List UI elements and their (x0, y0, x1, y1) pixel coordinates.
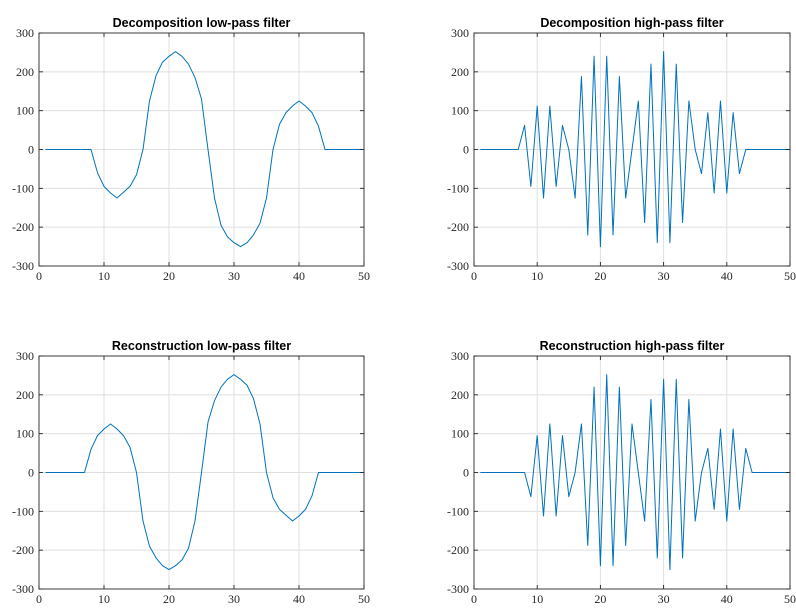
x-tick-label: 50 (358, 269, 370, 283)
y-tick-label: 100 (16, 104, 34, 118)
y-tick-label: 100 (16, 427, 34, 441)
x-tick-label: 0 (36, 269, 42, 283)
series-line (480, 51, 790, 248)
y-tick-label: 300 (16, 349, 34, 363)
y-tick-label: -100 (12, 504, 34, 518)
x-tick-label: 0 (36, 592, 42, 606)
y-tick-label: -300 (447, 582, 469, 596)
series-line (480, 374, 790, 571)
subplot-1: 0 10 20 30 40 50 300 200 100 0 -100 -200 -300 Decompo… (12, 16, 370, 283)
y-tick-label: -300 (447, 259, 469, 273)
subplot-title: Decomposition high-pass filter (540, 16, 723, 30)
y-tick-label: -300 (12, 259, 34, 273)
subplot-title: Decomposition low-pass filter (113, 16, 291, 30)
y-tick-label: 300 (451, 26, 469, 40)
y-tick-label: -300 (12, 582, 34, 596)
subplot-4: 0 10 20 30 40 50 300 200 100 0 -100 -200 -300 Reconst… (447, 339, 796, 606)
x-tick-label: 50 (784, 592, 796, 606)
y-tick-label: -200 (12, 543, 34, 557)
x-tick-label: 50 (358, 592, 370, 606)
y-tick-label: -100 (447, 504, 469, 518)
x-tick-label: 0 (471, 269, 477, 283)
y-tick-label: 200 (16, 388, 34, 402)
y-tick-label: 200 (16, 65, 34, 79)
subplot-title: Reconstruction low-pass filter (112, 339, 291, 353)
y-tick-label: 100 (451, 427, 469, 441)
x-tick-label: 20 (594, 269, 606, 283)
y-tick-label: -200 (447, 220, 469, 234)
x-tick-label: 30 (228, 269, 240, 283)
subplot-3: 0 10 20 30 40 50 300 200 100 0 -100 -200 -300 Reconst… (12, 339, 370, 606)
y-tick-label: 100 (451, 104, 469, 118)
x-tick-label: 10 (531, 592, 543, 606)
x-tick-label: 30 (658, 269, 670, 283)
y-tick-label: 300 (451, 349, 469, 363)
x-tick-label: 20 (163, 592, 175, 606)
series-line (45, 51, 364, 248)
y-tick-label: 0 (28, 143, 34, 157)
y-tick-label: -100 (12, 181, 34, 195)
subplot-title: Reconstruction high-pass filter (540, 339, 725, 353)
y-tick-label: 300 (16, 26, 34, 40)
subplot-2: 0 10 20 30 40 50 300 200 100 0 -100 -200 -300 Decompo… (447, 16, 796, 283)
x-tick-label: 20 (594, 592, 606, 606)
y-tick-label: 0 (28, 466, 34, 480)
series-line (45, 374, 364, 571)
x-tick-label: 30 (658, 592, 670, 606)
x-tick-label: 40 (721, 592, 733, 606)
x-tick-label: 40 (293, 269, 305, 283)
x-tick-label: 30 (228, 592, 240, 606)
y-tick-label: 200 (451, 65, 469, 79)
y-tick-label: -200 (12, 220, 34, 234)
x-tick-label: 0 (471, 592, 477, 606)
x-tick-label: 20 (163, 269, 175, 283)
x-tick-label: 10 (98, 269, 110, 283)
x-tick-label: 50 (784, 269, 796, 283)
y-tick-label: 0 (463, 466, 469, 480)
y-tick-label: -100 (447, 181, 469, 195)
y-tick-label: 200 (451, 388, 469, 402)
x-tick-label: 40 (293, 592, 305, 606)
y-tick-label: 0 (463, 143, 469, 157)
x-tick-label: 40 (721, 269, 733, 283)
x-tick-label: 10 (98, 592, 110, 606)
x-tick-label: 10 (531, 269, 543, 283)
y-tick-label: -200 (447, 543, 469, 557)
